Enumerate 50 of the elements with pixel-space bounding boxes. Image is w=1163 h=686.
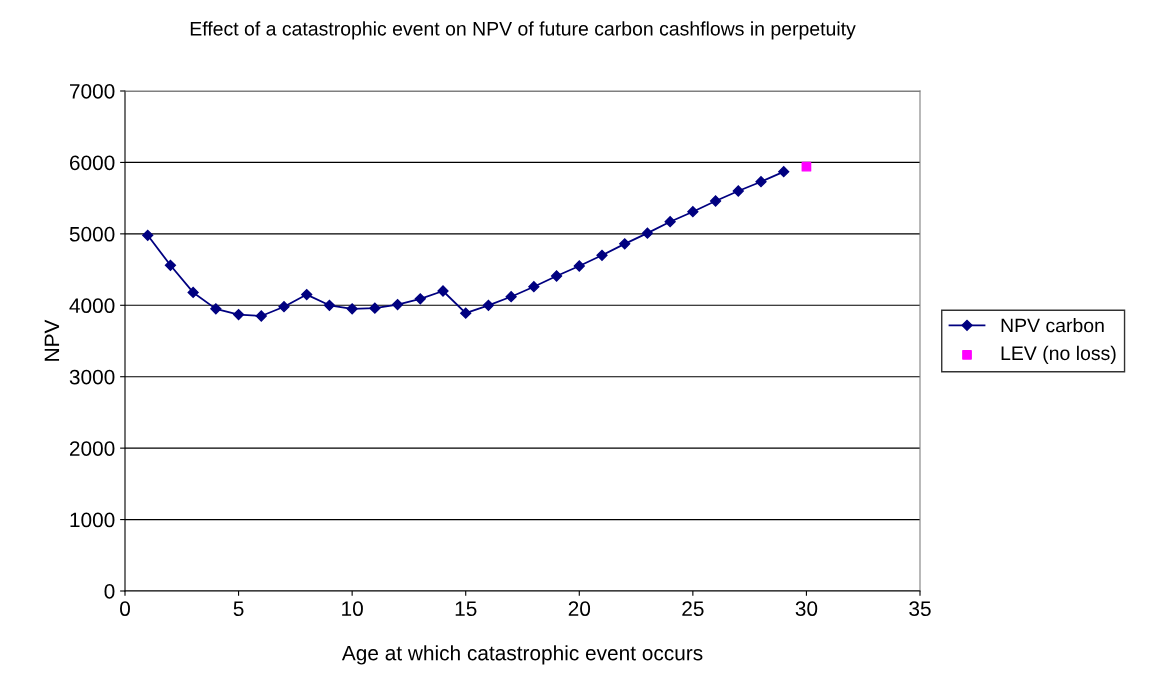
x-tick-label: 15: [455, 601, 477, 617]
point: [709, 195, 722, 207]
legend-label: NPV carbon: [1001, 318, 1104, 333]
point: [573, 260, 585, 272]
point: [755, 176, 767, 188]
legend-label: LEV (no loss): [1001, 345, 1116, 364]
point: [255, 310, 267, 322]
y-tick-label: 6000: [69, 155, 115, 171]
point: [369, 302, 381, 314]
point: [550, 270, 563, 282]
point: [164, 259, 177, 271]
point: [687, 206, 699, 218]
x-tick-label: 30: [795, 601, 818, 617]
point: [778, 166, 790, 178]
point: [641, 227, 654, 239]
point: [732, 185, 744, 197]
y-axis-title: NPV: [44, 319, 60, 361]
chart-title: Effect of a catastrophic event on NPV of future carbon cashflows in perpetuity: [190, 21, 856, 40]
x-axis-title: Age at which catastrophic event occurs: [341, 645, 703, 665]
point: [210, 303, 222, 315]
y-tick-label: 4000: [69, 298, 115, 314]
point: [142, 229, 154, 241]
point: [278, 301, 290, 313]
point: [664, 216, 676, 228]
point: [619, 238, 631, 250]
point: [232, 308, 245, 321]
y-tick-label: 7000: [70, 84, 115, 99]
y-tick-label: 1000: [70, 512, 115, 528]
x-tick-label: 0: [120, 601, 130, 617]
point: [391, 298, 404, 311]
point: [505, 291, 517, 303]
point: [301, 288, 313, 301]
x-tick-label: 25: [682, 601, 704, 617]
y-tick-label: 5000: [69, 226, 115, 242]
point: [346, 303, 358, 315]
point: [323, 299, 336, 311]
y-tick-label: 0: [104, 584, 115, 599]
point: [187, 286, 199, 299]
point: [482, 299, 495, 311]
x-tick-label: 35: [909, 601, 931, 617]
y-tick-label: 2000: [69, 441, 115, 456]
x-tick-label: 5: [233, 601, 244, 617]
point: [596, 249, 608, 261]
point: [414, 293, 426, 305]
y-tick-label: 3000: [69, 369, 115, 385]
x-tick-label: 20: [568, 601, 591, 617]
point: [801, 161, 812, 172]
point: [460, 307, 472, 319]
point: [528, 281, 540, 293]
x-tick-label: 10: [342, 601, 363, 617]
